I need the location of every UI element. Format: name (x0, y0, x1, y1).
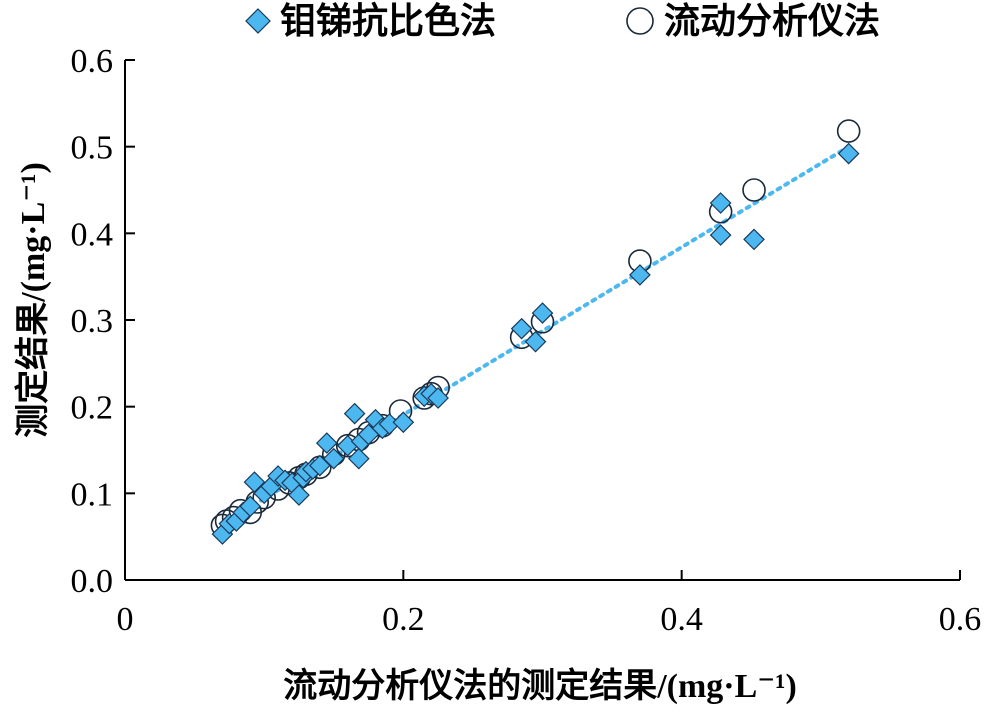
data-point-diamond (837, 142, 860, 165)
legend-circle-icon (626, 7, 654, 35)
x-tick-label: 0.4 (660, 601, 703, 638)
y-tick-label: 0.2 (71, 390, 114, 427)
y-tick-label: 0.4 (71, 216, 114, 253)
legend-label-colorimetric: 钼锑抗比色法 (280, 0, 496, 41)
data-point-circle (836, 119, 861, 143)
data-point-diamond (288, 484, 310, 506)
y-tick-label: 0.1 (71, 476, 114, 513)
x-tick-label: 0 (117, 601, 134, 638)
y-tick-label: 0.6 (71, 43, 114, 80)
data-point-diamond (347, 447, 370, 470)
y-tick-label: 0.3 (71, 303, 114, 340)
data-point-diamond (239, 495, 262, 518)
y-tick-label: 0.5 (71, 130, 114, 167)
data-point-diamond (392, 411, 415, 434)
data-point-diamond (531, 302, 554, 324)
y-tick-label: 0.0 (71, 563, 114, 600)
legend: 钼锑抗比色法 流动分析仪法 (245, 0, 880, 41)
data-point-diamond (315, 432, 338, 454)
data-point-diamond (629, 264, 651, 286)
legend-diamond-icon (245, 8, 271, 34)
data-point-diamond (743, 228, 765, 251)
data-point-diamond (427, 387, 449, 409)
series-colorimetric (211, 142, 860, 545)
data-point-circle (742, 178, 766, 202)
data-point-diamond (709, 192, 732, 214)
y-axis-title: 测定结果/(mg·L⁻¹) (14, 162, 52, 438)
axes (124, 59, 961, 581)
data-point-diamond (709, 224, 732, 246)
data-point-diamond (322, 447, 345, 470)
x-tick-label: 0.2 (382, 601, 425, 638)
data-point-diamond (510, 317, 533, 340)
data-point-diamond (308, 454, 331, 477)
x-axis-title: 流动分析仪法的测定结果/(mg·L⁻¹) (283, 667, 797, 705)
x-tick-label: 0.6 (939, 601, 982, 638)
tick-labels: 0.0 0.1 0.2 0.3 0.4 0.5 0.6 0 0.2 0.4 0.6 (71, 43, 982, 638)
data-point-diamond (343, 402, 366, 425)
data-point-diamond (243, 471, 266, 493)
legend-label-flow: 流动分析仪法 (664, 1, 880, 41)
data-point-diamond (524, 330, 547, 353)
